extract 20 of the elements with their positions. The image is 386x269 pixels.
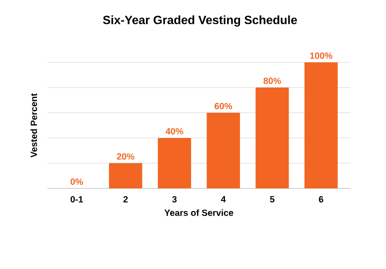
x-tick-label: 3 <box>172 196 177 202</box>
data-label: 20% <box>116 153 134 160</box>
y-axis-title: Vested Percent <box>30 93 38 158</box>
x-tick-label: 4 <box>220 196 226 202</box>
bar <box>256 88 289 188</box>
x-tick-label: 5 <box>270 196 274 202</box>
x-tick-label: 2 <box>123 196 128 202</box>
x-axis-title: Years of Service <box>164 209 234 216</box>
data-label: 100% <box>310 52 332 59</box>
x-tick-label: 0-1 <box>70 196 83 202</box>
data-label: 40% <box>166 128 184 134</box>
x-tick-label: 6 <box>318 196 324 202</box>
bar <box>206 112 240 188</box>
bar <box>108 163 142 188</box>
bar <box>304 62 338 188</box>
data-label: 80% <box>264 78 281 84</box>
data-label: 60% <box>214 102 232 110</box>
data-label: 0% <box>70 178 83 185</box>
bar <box>158 138 192 188</box>
chart-title: Six-Year Graded Vesting Schedule <box>103 15 297 27</box>
